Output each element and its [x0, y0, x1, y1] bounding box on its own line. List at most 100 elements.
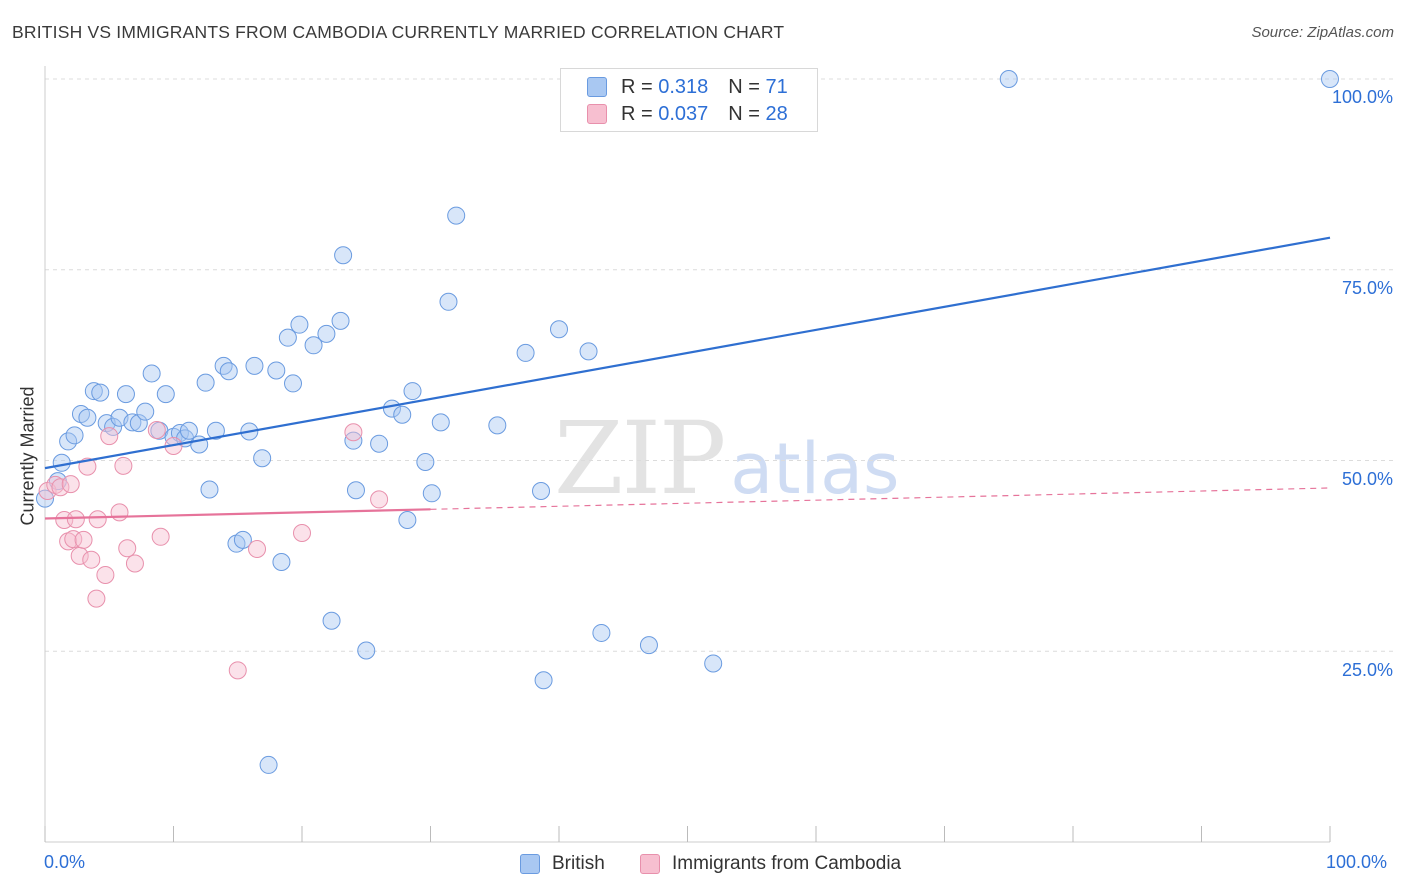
british-point [214, 356, 233, 375]
cambodia-point [118, 539, 137, 558]
cambodia-point [87, 589, 106, 608]
bottom-legend-cambodia-label: Immigrants from Cambodia [672, 853, 902, 874]
legend-r-value: 0.037 [658, 102, 709, 125]
chart-title: BRITISH VS IMMIGRANTS FROM CAMBODIA CURR… [12, 22, 785, 42]
cambodia-point [293, 523, 311, 542]
correlation-legend: R = 0.318 N = 71 R = 0.037 N = 28 [560, 68, 818, 132]
british-point [579, 342, 598, 361]
british-point [1321, 70, 1339, 88]
cambodia-point [88, 510, 107, 529]
british-point [290, 315, 309, 334]
british-point [639, 636, 658, 655]
british-point [65, 426, 84, 445]
cambodia-point [110, 503, 129, 522]
british-point [346, 481, 365, 500]
british-point [447, 206, 466, 225]
cambodia-point [248, 540, 267, 559]
british-point [253, 449, 272, 468]
cambodia-point [100, 427, 119, 446]
british-point [416, 453, 435, 472]
british-point [84, 382, 103, 401]
legend-r-value: 0.318 [658, 75, 709, 98]
bottom-legend-british: British [520, 852, 605, 876]
y-tick-label-100: 100.0% [1331, 87, 1393, 107]
british-point [179, 421, 198, 440]
british-point [284, 374, 303, 393]
cambodia-swatch [587, 104, 607, 124]
british-point [393, 405, 412, 424]
british-point [516, 343, 535, 362]
cambodia-point [82, 550, 101, 569]
legend-row-british: R = 0.318 N = 71 [587, 75, 788, 99]
watermark-zip: ZIP [554, 400, 726, 517]
british-point [278, 328, 297, 347]
cambodia-trend-line-dashed [430, 487, 1331, 510]
cambodia-point [64, 530, 83, 549]
y-tick-label-75: 75.0% [1341, 278, 1393, 298]
british-point [334, 246, 353, 265]
british-point [233, 530, 252, 549]
british-point [259, 755, 278, 774]
trend-lines [44, 236, 1331, 520]
british-point [398, 511, 417, 530]
cambodia-trend-line [44, 508, 431, 520]
watermark-atlas: atlas [730, 428, 900, 510]
british-point [272, 552, 291, 571]
cambodia-point [147, 420, 166, 439]
british-trend-line [44, 236, 1331, 470]
british-point [156, 385, 175, 404]
british-point [439, 292, 458, 311]
y-axis-label: Currently Married [17, 386, 38, 526]
cambodia-point [74, 530, 93, 549]
british-point [219, 362, 238, 381]
british-point [116, 385, 135, 404]
british-point [422, 484, 441, 503]
british-point [123, 413, 142, 432]
cambodia-point [228, 661, 247, 680]
y-tick-label-50: 50.0% [1341, 469, 1393, 489]
cambodia-point [344, 423, 363, 442]
source-label: Source: ZipAtlas.com [1251, 24, 1394, 41]
british-swatch [520, 854, 540, 874]
bottom-legend-british-label: British [552, 853, 605, 874]
cambodia-point [125, 554, 144, 573]
bottom-legend-cambodia: Immigrants from Cambodia [640, 852, 901, 876]
cambodia-point [370, 490, 389, 509]
british-point [206, 421, 225, 440]
british-point [317, 324, 336, 343]
legend-n-label: N = [728, 102, 760, 125]
axes [44, 66, 1331, 843]
cambodia-points [38, 420, 389, 680]
british-point [999, 70, 1018, 88]
watermark: ZIPatlas [554, 400, 899, 517]
british-point [196, 373, 215, 392]
british-point [550, 320, 568, 339]
british-point [357, 641, 376, 660]
british-point [267, 361, 286, 380]
british-point [91, 383, 110, 402]
british-point [403, 382, 422, 401]
british-point [592, 623, 611, 642]
cambodia-point [96, 565, 115, 584]
british-point [331, 311, 350, 330]
x-tick-label-max: 100.0% [1326, 852, 1388, 872]
cambodia-point [151, 527, 170, 546]
british-point [78, 408, 97, 427]
british-point [304, 336, 323, 355]
british-point [704, 654, 723, 673]
british-point [488, 416, 507, 435]
british-point [532, 482, 551, 501]
legend-row-cambodia: R = 0.037 N = 28 [587, 102, 788, 126]
y-tick-label-25: 25.0% [1341, 660, 1393, 680]
british-point [534, 671, 553, 690]
legend-n-value: 28 [765, 102, 788, 125]
cambodia-point [66, 510, 85, 529]
british-point [142, 364, 161, 383]
british-point [129, 414, 148, 433]
x-tick-label-min: 0.0% [44, 852, 86, 872]
cambodia-swatch [640, 854, 660, 874]
british-point [104, 417, 123, 436]
legend-n-value: 71 [765, 75, 788, 98]
legend-r-label: R = [621, 102, 653, 125]
british-point [136, 402, 155, 421]
